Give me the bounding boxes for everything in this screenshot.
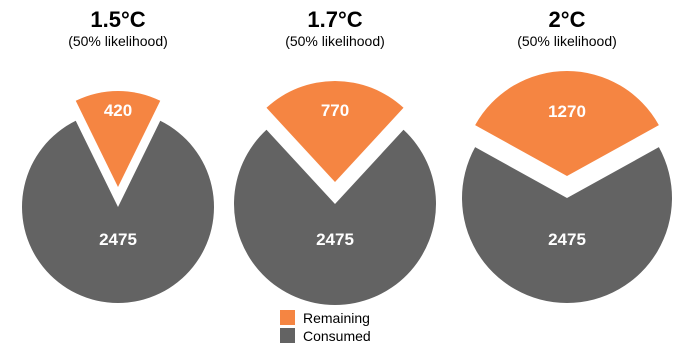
legend-swatch-consumed: [280, 328, 295, 343]
pie-title-1-7c: 1.7°C: [307, 7, 362, 32]
remaining-slice-2c: [475, 71, 659, 176]
pie-slices-1-5c: [21, 90, 214, 303]
pie-title-2c: 2°C: [549, 7, 586, 32]
pie-subtitle-1-7c: (50% likelihood): [285, 33, 385, 49]
consumed-slice-2c: [462, 147, 672, 304]
remaining-label-1-7c: 770: [321, 101, 349, 120]
pie-slices-1-7c: [234, 81, 436, 306]
consumed-label-2c: 2475: [548, 230, 586, 249]
pie-chart-2c: 2°C (50% likelihood) 1270 2475: [462, 7, 672, 304]
remaining-label-1-5c: 420: [104, 101, 132, 120]
legend-label-remaining: Remaining: [303, 310, 370, 326]
legend-swatch-remaining: [280, 310, 295, 325]
pie-slices-2c: [462, 71, 672, 304]
consumed-label-1-7c: 2475: [316, 230, 354, 249]
legend-label-consumed: Consumed: [303, 328, 371, 344]
consumed-label-1-5c: 2475: [99, 230, 137, 249]
remaining-slice-1-5c: [75, 90, 161, 187]
legend: Remaining Consumed: [280, 310, 371, 344]
pie-chart-1-5c: 1.5°C (50% likelihood) 420 2475: [21, 7, 214, 303]
consumed-slice-1-5c: [21, 120, 214, 303]
remaining-slice-1-7c: [266, 81, 404, 182]
remaining-label-2c: 1270: [548, 102, 586, 121]
pie-title-1-5c: 1.5°C: [90, 7, 145, 32]
consumed-slice-1-7c: [234, 129, 436, 306]
pie-subtitle-2c: (50% likelihood): [517, 33, 617, 49]
pie-subtitle-1-5c: (50% likelihood): [68, 33, 168, 49]
pie-chart-1-7c: 1.7°C (50% likelihood) 770 2475: [234, 7, 436, 306]
